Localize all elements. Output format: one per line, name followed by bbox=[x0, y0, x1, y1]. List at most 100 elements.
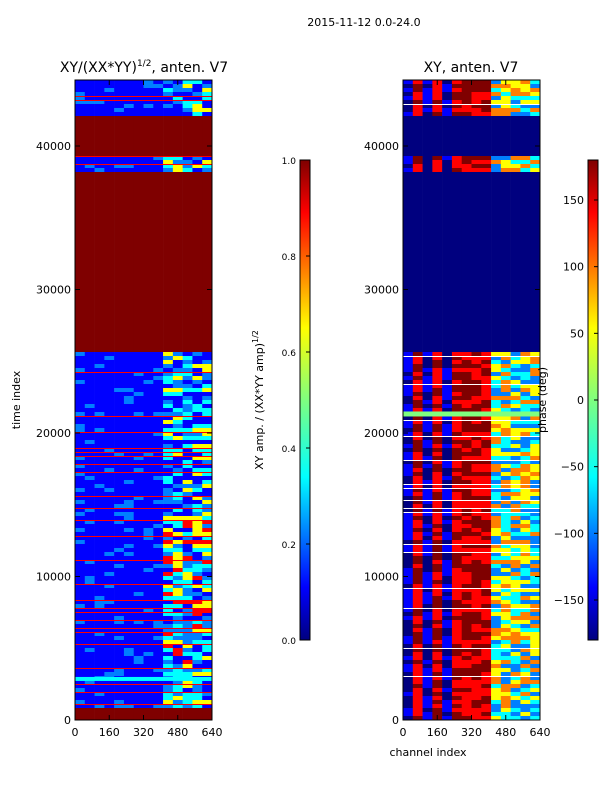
heatmap-cell bbox=[143, 664, 154, 668]
heatmap-cell bbox=[403, 628, 414, 632]
heatmap-cell bbox=[530, 416, 541, 420]
heatmap-cell bbox=[403, 344, 414, 348]
heatmap-cell bbox=[104, 604, 115, 608]
heatmap-cell bbox=[123, 360, 135, 364]
heatmap-cell bbox=[202, 252, 213, 256]
heatmap-cell bbox=[442, 460, 453, 464]
heatmap-cell bbox=[182, 584, 193, 588]
heatmap-cell bbox=[432, 452, 443, 456]
heatmap-cell bbox=[412, 652, 423, 656]
heatmap-cell bbox=[442, 588, 453, 592]
heatmap-cell bbox=[461, 392, 472, 396]
heatmap-cell bbox=[510, 260, 521, 264]
heatmap-stripe bbox=[403, 500, 540, 501]
heatmap-cell bbox=[94, 672, 105, 676]
heatmap-cell bbox=[104, 248, 115, 252]
heatmap-cell bbox=[520, 212, 531, 216]
heatmap-cell bbox=[520, 340, 531, 344]
heatmap-cell bbox=[471, 212, 482, 216]
heatmap-cell bbox=[104, 476, 115, 480]
heatmap-cell bbox=[422, 272, 433, 276]
heatmap-cell bbox=[500, 164, 511, 168]
heatmap-cell bbox=[104, 664, 115, 668]
heatmap-cell bbox=[403, 196, 414, 200]
heatmap-cell bbox=[412, 136, 423, 140]
heatmap-cell bbox=[442, 196, 453, 200]
heatmap-cell bbox=[172, 656, 183, 660]
heatmap-cell bbox=[461, 700, 472, 704]
heatmap-cell bbox=[491, 496, 502, 500]
heatmap-cell bbox=[461, 200, 472, 204]
heatmap-cell bbox=[202, 632, 213, 636]
heatmap-cell bbox=[202, 548, 213, 552]
heatmap-cell bbox=[442, 116, 453, 120]
heatmap-cell bbox=[84, 96, 95, 100]
heatmap-cell bbox=[481, 284, 492, 288]
heatmap-cell bbox=[403, 340, 414, 344]
heatmap-cell bbox=[202, 104, 213, 108]
heatmap-cell bbox=[491, 428, 502, 432]
heatmap-cell bbox=[471, 432, 482, 436]
heatmap-cell bbox=[172, 312, 183, 316]
heatmap-cell bbox=[192, 184, 203, 188]
heatmap-cell bbox=[491, 440, 502, 444]
heatmap-cell bbox=[403, 572, 414, 576]
heatmap-cell bbox=[75, 276, 86, 280]
heatmap-cell bbox=[500, 372, 511, 376]
heatmap-cell bbox=[403, 576, 414, 580]
heatmap-cell bbox=[202, 612, 213, 616]
heatmap-cell bbox=[500, 280, 511, 284]
heatmap-cell bbox=[104, 216, 115, 220]
heatmap-cell bbox=[94, 164, 105, 168]
heatmap-cell bbox=[153, 332, 164, 336]
heatmap-cell bbox=[182, 580, 193, 584]
heatmap-cell bbox=[75, 172, 86, 176]
heatmap-cell bbox=[182, 604, 193, 608]
heatmap-cell bbox=[114, 624, 125, 628]
heatmap-cell bbox=[471, 416, 482, 420]
heatmap-cell bbox=[182, 636, 193, 640]
heatmap-cell bbox=[481, 612, 492, 616]
heatmap-cell bbox=[143, 652, 154, 656]
heatmap-cell bbox=[114, 404, 125, 408]
heatmap-cell bbox=[461, 576, 472, 580]
heatmap-cell bbox=[500, 576, 511, 580]
heatmap-cell bbox=[153, 192, 164, 196]
heatmap-cell bbox=[75, 356, 86, 360]
heatmap-cell bbox=[114, 292, 125, 296]
heatmap-cell bbox=[500, 644, 511, 648]
heatmap-cell bbox=[182, 392, 193, 396]
heatmap-cell bbox=[143, 452, 154, 456]
heatmap-cell bbox=[520, 264, 531, 268]
heatmap-cell bbox=[520, 540, 531, 544]
heatmap-cell bbox=[491, 380, 502, 384]
heatmap-cell bbox=[461, 528, 472, 532]
heatmap-cell bbox=[123, 312, 135, 316]
heatmap-cell bbox=[471, 660, 482, 664]
heatmap-cell bbox=[412, 224, 423, 228]
heatmap-cell bbox=[192, 704, 203, 708]
heatmap-cell bbox=[412, 544, 423, 548]
heatmap-cell bbox=[530, 164, 541, 168]
heatmap-cell bbox=[153, 168, 164, 172]
heatmap-cell bbox=[461, 620, 472, 624]
heatmap-cell bbox=[461, 692, 472, 696]
heatmap-cell bbox=[422, 124, 433, 128]
heatmap-cell bbox=[182, 520, 193, 524]
heatmap-cell bbox=[143, 256, 154, 260]
heatmap-cell bbox=[432, 692, 443, 696]
heatmap-cell bbox=[182, 280, 193, 284]
heatmap-cell bbox=[182, 616, 193, 620]
heatmap-cell bbox=[94, 708, 105, 712]
heatmap-cell bbox=[94, 608, 105, 612]
heatmap-cell bbox=[104, 628, 115, 632]
heatmap-cell bbox=[94, 256, 105, 260]
heatmap-cell bbox=[182, 688, 193, 692]
heatmap-cell bbox=[133, 292, 144, 296]
heatmap-cell bbox=[412, 548, 423, 552]
heatmap-cell bbox=[192, 120, 203, 124]
heatmap-cell bbox=[153, 712, 164, 716]
heatmap-cell bbox=[133, 196, 144, 200]
heatmap-cell bbox=[461, 204, 472, 208]
heatmap-cell bbox=[422, 420, 433, 424]
